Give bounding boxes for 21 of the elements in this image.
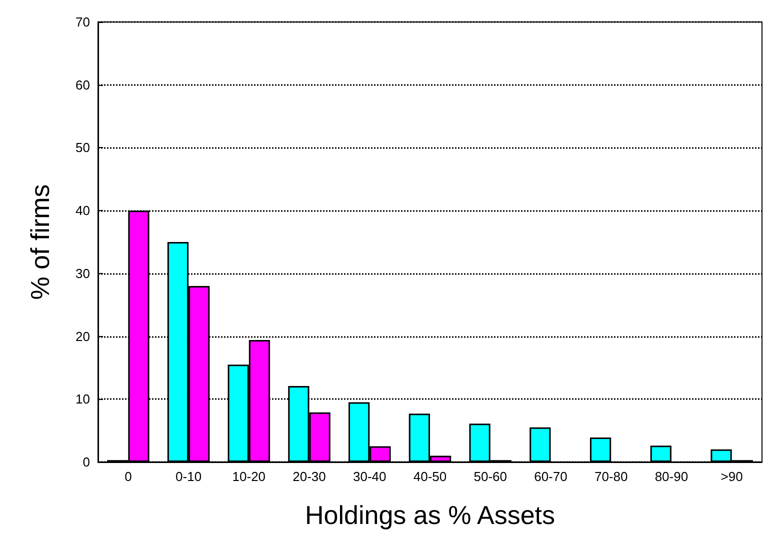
y-tick-label: 0 bbox=[82, 454, 90, 470]
x-tick-label: 80-90 bbox=[654, 469, 688, 484]
y-tick-label: 20 bbox=[76, 328, 90, 344]
x-axis-title: Holdings as % Assets bbox=[304, 500, 556, 530]
x-tick-label: 0-10 bbox=[176, 469, 202, 484]
x-tick-label: 0 bbox=[124, 469, 132, 484]
y-tick-label: 60 bbox=[76, 77, 90, 92]
x-tick-label: >90 bbox=[720, 469, 743, 484]
x-tick-label: 10-20 bbox=[232, 469, 266, 484]
y-tick-label: 70 bbox=[76, 14, 90, 30]
x-tick-label: 40-50 bbox=[413, 469, 447, 484]
x-tick-label: 70-80 bbox=[594, 469, 628, 484]
x-tick-label: 30-40 bbox=[353, 469, 386, 484]
y-tick-label: 50 bbox=[76, 140, 90, 156]
y-tick-label: 30 bbox=[76, 266, 90, 281]
x-tick-label: 20-30 bbox=[292, 469, 326, 484]
y-tick-label: 10 bbox=[76, 392, 90, 407]
y-tick-label: 40 bbox=[76, 203, 90, 218]
x-tick-label: 60-70 bbox=[534, 469, 568, 484]
x-tick-label: 50-60 bbox=[474, 469, 507, 484]
y-axis-title: % of firms bbox=[25, 184, 55, 300]
